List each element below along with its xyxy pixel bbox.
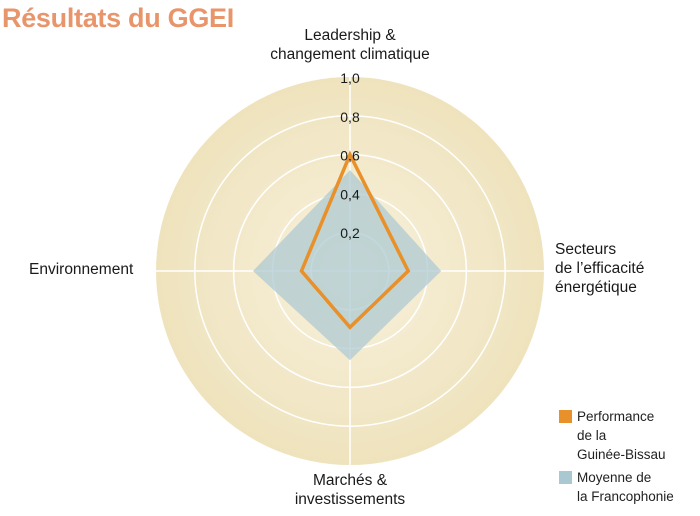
axis-label-environnement: Environnement — [29, 260, 133, 279]
axis-label-marches: Marchés & investissements — [250, 471, 450, 509]
axis-label-line: changement climatique — [270, 46, 430, 63]
legend-label-line: Moyenne de — [577, 470, 652, 485]
legend-item-guinee-bissau: Performance de la Guinée-Bissau — [559, 407, 674, 464]
legend-label-line: Guinée-Bissau — [577, 447, 666, 462]
axis-label-line: Environnement — [29, 261, 134, 278]
axis-label-line: de l’efficacité — [555, 260, 645, 277]
series-francophonie-area — [253, 170, 442, 361]
blue-swatch-icon — [559, 471, 572, 484]
tick-label: 0,6 — [340, 148, 360, 164]
radar-tick-labels: 0,2 0,4 0,6 0,8 1,0 — [340, 70, 360, 241]
axis-label-leadership: Leadership & changement climatique — [240, 26, 460, 64]
series-guinee-bissau-line — [299, 150, 411, 330]
orange-swatch-icon — [559, 410, 572, 423]
tick-label: 1,0 — [340, 70, 360, 86]
legend-label-line: de la — [577, 428, 607, 443]
legend-label-line: la Francophonie — [577, 489, 674, 504]
tick-label: 0,4 — [340, 186, 360, 202]
tick-label: 0,8 — [340, 109, 360, 125]
axis-label-line: Secteurs — [555, 241, 617, 258]
axis-label-efficacite: Secteurs de l’efficacité énergétique — [555, 240, 700, 297]
radar-series — [253, 150, 442, 361]
legend-label-line: Performance — [577, 409, 655, 424]
tick-label: 0,2 — [340, 225, 360, 241]
axis-label-line: investissements — [294, 491, 406, 508]
legend-item-francophonie: Moyenne de la Francophonie — [559, 468, 674, 506]
axis-label-line: Marchés & — [312, 472, 388, 489]
axis-label-line: Leadership & — [304, 27, 396, 44]
legend: Performance de la Guinée-Bissau Moyenne … — [559, 407, 674, 510]
chart-title: Résultats du GGEI — [2, 3, 234, 33]
axis-label-line: énergétique — [555, 279, 637, 296]
